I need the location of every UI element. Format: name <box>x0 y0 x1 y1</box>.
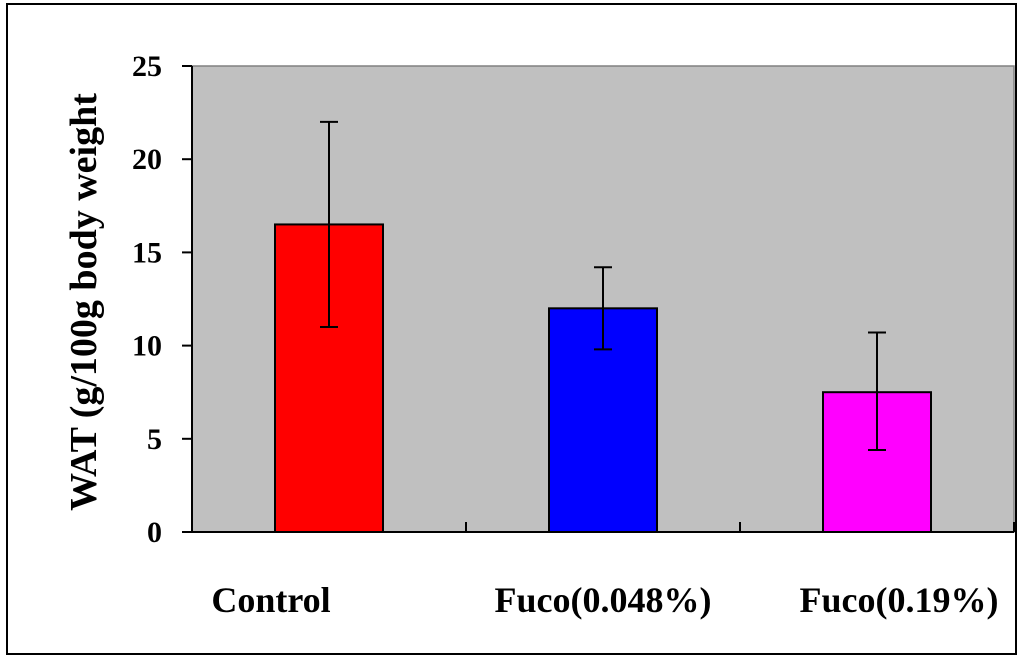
chart-frame <box>6 3 1017 655</box>
y-tick-label-15: 15 <box>132 236 162 269</box>
y-tick-label-10: 10 <box>132 330 162 363</box>
axes <box>182 65 1015 533</box>
y-tick-labels: 0 5 10 15 20 25 <box>132 50 162 549</box>
x-label-3: Fuco(0.19%) <box>800 580 999 620</box>
error-bars <box>320 120 886 451</box>
y-tick-label-5: 5 <box>147 423 162 456</box>
x-label-2: Fuco(0.048%) <box>495 580 712 620</box>
y-axis-title: WAT (g/100g body weight <box>63 93 105 511</box>
x-category-labels: Control Fuco(0.048%) Fuco(0.19%) <box>211 580 998 620</box>
y-tick-label-0: 0 <box>147 516 162 549</box>
y-tick-label-20: 20 <box>132 143 162 176</box>
y-tick-label-25: 25 <box>132 50 162 83</box>
x-label-1: Control <box>211 580 330 620</box>
